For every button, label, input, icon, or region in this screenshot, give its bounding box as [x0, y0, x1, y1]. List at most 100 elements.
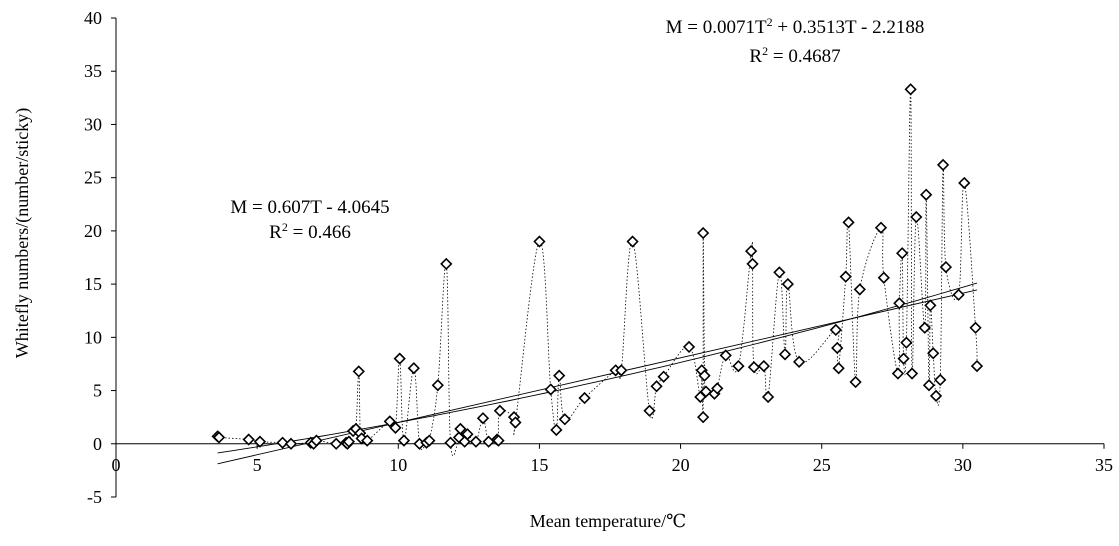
y-tick-label: 40: [84, 8, 102, 28]
data-point: [578, 391, 591, 405]
data-point: [969, 321, 982, 334]
data-point: [958, 176, 971, 190]
x-tick-label: 20: [672, 455, 690, 475]
data-point: [550, 423, 563, 437]
data-point: [877, 271, 890, 284]
data-point: [900, 336, 913, 349]
data-point: [469, 435, 483, 448]
data-point: [682, 340, 696, 354]
data-point: [711, 382, 724, 395]
data-point: [842, 216, 855, 229]
x-tick-label: 25: [813, 455, 831, 475]
data-point: [761, 390, 775, 404]
data-point: [746, 257, 759, 271]
data-point: [352, 365, 365, 378]
x-tick-label: 15: [530, 455, 548, 475]
data-point: [212, 431, 226, 444]
data-point: [461, 428, 474, 441]
data-points: [211, 83, 984, 450]
data-point: [891, 367, 905, 380]
y-axis-title: Whitefly numbers/(number/sticky): [12, 108, 33, 358]
data-point: [492, 434, 505, 447]
data-point: [383, 415, 396, 428]
data-point: [407, 362, 420, 375]
data-point: [918, 321, 931, 334]
data-point: [839, 270, 852, 283]
data-point: [361, 434, 374, 447]
data-point: [454, 422, 467, 436]
data-point: [745, 244, 758, 258]
data-point: [781, 277, 794, 291]
data-point: [849, 375, 862, 389]
data-point: [829, 323, 842, 337]
data-point: [544, 383, 557, 396]
data-point: [922, 379, 936, 392]
data-point: [910, 210, 923, 224]
data-point: [719, 349, 732, 362]
y-tick-label: 20: [84, 221, 102, 241]
linear-r2-label: R2 = 0.466: [269, 220, 351, 243]
data-point: [698, 369, 711, 382]
data-point: [924, 299, 937, 312]
data-point: [558, 413, 571, 426]
x-tick-label: 35: [1095, 455, 1113, 475]
y-tick-label: 15: [84, 274, 102, 294]
data-point: [553, 369, 566, 382]
data-point: [778, 348, 792, 361]
data-point: [393, 352, 406, 365]
data-point: [242, 433, 255, 446]
data-point: [929, 389, 943, 403]
data-point: [934, 373, 947, 387]
data-point: [482, 435, 495, 448]
data-point: [773, 266, 786, 279]
data-point: [831, 341, 844, 355]
data-point: [431, 379, 444, 392]
data-point: [952, 288, 965, 301]
data-point: [936, 158, 950, 172]
trendlines: [217, 282, 978, 465]
data-point: [697, 411, 710, 424]
data-point: [397, 434, 411, 447]
data-point: [896, 247, 909, 260]
data-point: [657, 370, 670, 383]
data-point: [342, 435, 356, 448]
y-tick-label: 35: [84, 61, 102, 81]
data-point: [697, 226, 710, 240]
data-point: [832, 362, 845, 375]
linear-trendline: [217, 289, 978, 465]
data-point: [874, 221, 888, 234]
data-point: [853, 283, 866, 296]
data-point: [615, 364, 628, 377]
data-point: [444, 436, 457, 449]
data-point: [253, 435, 267, 448]
data-point: [905, 367, 919, 380]
data-point: [509, 416, 522, 429]
x-tick-label: 10: [389, 455, 407, 475]
quadratic-trendline: [217, 282, 978, 454]
data-point: [284, 437, 298, 450]
y-tick-label: 30: [84, 114, 102, 134]
data-point: [893, 297, 906, 310]
data-point: [904, 83, 917, 96]
data-point: [747, 361, 761, 374]
y-tick-label: 10: [84, 327, 102, 347]
data-point: [389, 421, 402, 434]
data-point: [757, 359, 770, 373]
data-point: [732, 359, 745, 373]
x-tick-label: 0: [112, 455, 121, 475]
axes: [111, 17, 1105, 498]
data-point: [643, 404, 656, 417]
x-axis-title: Mean temperature/℃: [530, 511, 687, 531]
linear-equation-label: M = 0.607T - 4.0645: [230, 197, 389, 218]
data-point: [423, 434, 436, 447]
data-point: [650, 380, 663, 393]
data-point: [699, 385, 713, 398]
x-tick-label: 30: [954, 455, 972, 475]
point-connector-lines: [215, 88, 978, 457]
data-point: [927, 347, 940, 360]
data-point: [970, 359, 984, 373]
dotted-connector: [215, 88, 978, 457]
data-point: [920, 188, 933, 201]
x-tick-label: 5: [253, 455, 262, 475]
